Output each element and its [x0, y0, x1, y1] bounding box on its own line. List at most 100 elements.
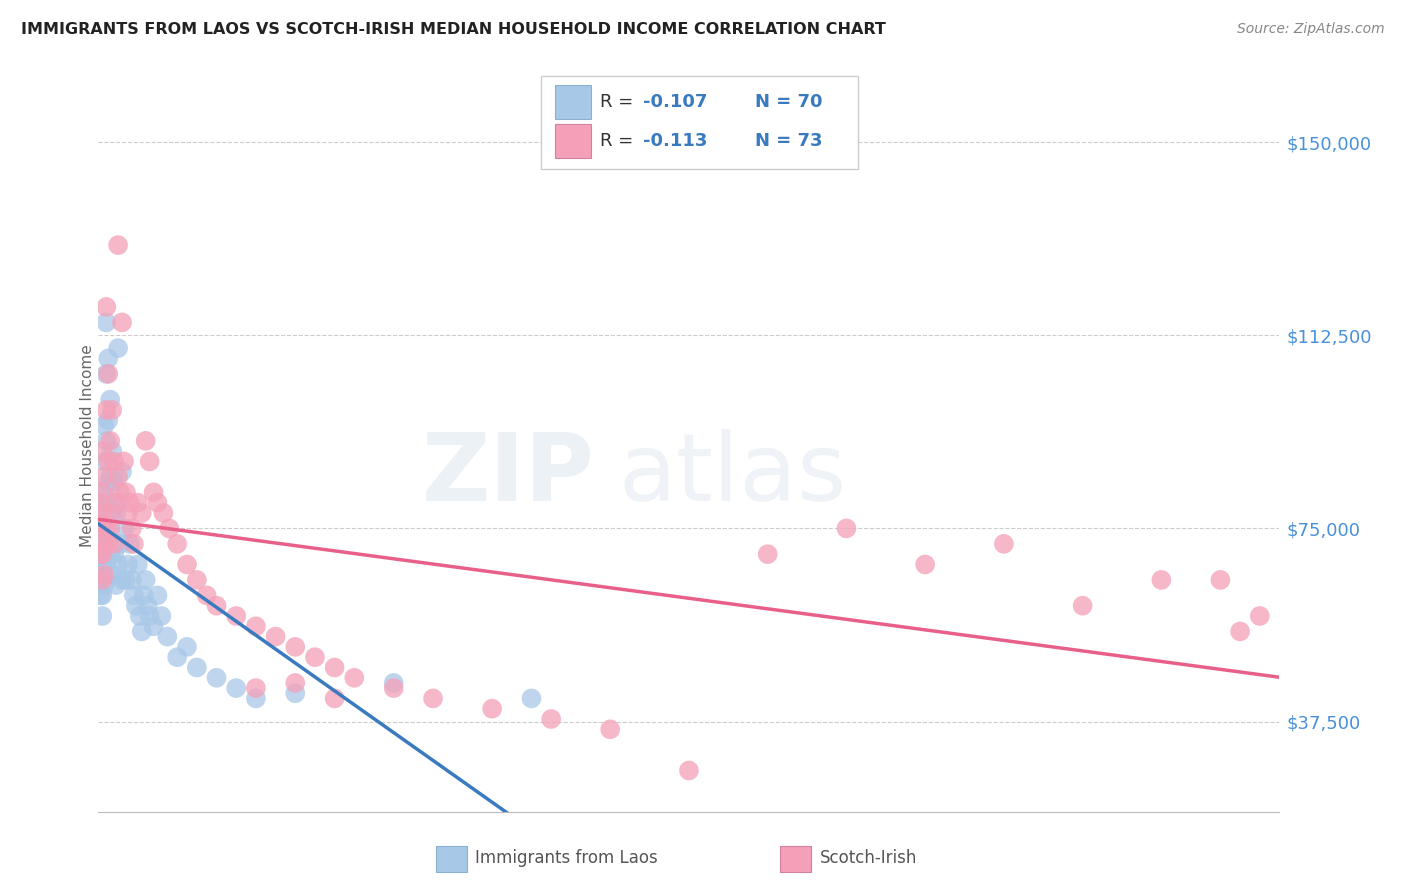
- Point: [96, 403, 118, 417]
- Point: [284, 686, 307, 700]
- Point: [756, 547, 779, 561]
- Point: [91, 526, 114, 541]
- Point: [205, 599, 228, 613]
- Point: [107, 341, 129, 355]
- Point: [245, 691, 267, 706]
- Point: [131, 506, 153, 520]
- Point: [107, 470, 129, 484]
- Point: [136, 599, 159, 613]
- Point: [993, 537, 1015, 551]
- Point: [96, 496, 118, 510]
- Point: [101, 506, 124, 520]
- Point: [138, 609, 160, 624]
- Point: [152, 506, 174, 520]
- Point: [103, 475, 125, 489]
- Point: [422, 691, 444, 706]
- Point: [101, 403, 124, 417]
- Point: [89, 547, 111, 561]
- Point: [481, 702, 503, 716]
- Point: [89, 573, 111, 587]
- Point: [98, 470, 121, 484]
- Point: [112, 521, 135, 535]
- Point: [132, 588, 155, 602]
- Text: atlas: atlas: [619, 429, 846, 521]
- Point: [166, 537, 188, 551]
- Point: [245, 681, 267, 695]
- Point: [97, 537, 120, 551]
- Point: [91, 547, 114, 561]
- Point: [176, 640, 198, 654]
- Point: [382, 676, 405, 690]
- Point: [98, 547, 121, 561]
- Point: [101, 506, 124, 520]
- Point: [93, 537, 115, 551]
- Point: [96, 300, 118, 314]
- Point: [89, 558, 111, 572]
- Point: [103, 537, 125, 551]
- Point: [91, 573, 114, 587]
- Text: R =: R =: [600, 93, 640, 111]
- Point: [93, 567, 115, 582]
- Point: [117, 506, 139, 520]
- Point: [343, 671, 366, 685]
- Point: [205, 671, 228, 685]
- Text: Immigrants from Laos: Immigrants from Laos: [475, 849, 658, 867]
- Text: N = 73: N = 73: [755, 132, 823, 150]
- Point: [97, 475, 120, 489]
- Text: IMMIGRANTS FROM LAOS VS SCOTCH-IRISH MEDIAN HOUSEHOLD INCOME CORRELATION CHART: IMMIGRANTS FROM LAOS VS SCOTCH-IRISH MED…: [21, 22, 886, 37]
- Point: [117, 558, 139, 572]
- Point: [98, 392, 121, 407]
- Point: [98, 434, 121, 448]
- Point: [225, 681, 247, 695]
- Point: [97, 537, 120, 551]
- Point: [157, 521, 180, 535]
- Point: [122, 588, 145, 602]
- Point: [264, 630, 287, 644]
- Point: [1229, 624, 1251, 639]
- Point: [107, 558, 129, 572]
- Point: [323, 660, 346, 674]
- Point: [115, 485, 138, 500]
- Point: [105, 506, 128, 520]
- Point: [105, 496, 128, 510]
- Point: [118, 496, 141, 510]
- Point: [91, 485, 114, 500]
- Point: [97, 367, 120, 381]
- Point: [93, 578, 115, 592]
- Point: [146, 588, 169, 602]
- Point: [105, 578, 128, 592]
- Y-axis label: Median Household Income: Median Household Income: [80, 344, 94, 548]
- Point: [97, 351, 120, 366]
- Point: [127, 558, 149, 572]
- Point: [93, 516, 115, 531]
- Point: [112, 454, 135, 468]
- Point: [599, 723, 621, 737]
- Point: [135, 434, 157, 448]
- Point: [89, 588, 111, 602]
- Point: [245, 619, 267, 633]
- Point: [914, 558, 936, 572]
- Point: [835, 521, 858, 535]
- Point: [111, 315, 134, 329]
- Point: [111, 573, 134, 587]
- Point: [138, 454, 160, 468]
- Point: [122, 537, 145, 551]
- Point: [142, 619, 165, 633]
- Point: [150, 609, 173, 624]
- Point: [118, 537, 141, 551]
- Point: [176, 558, 198, 572]
- Point: [96, 558, 118, 572]
- Point: [89, 496, 111, 510]
- Point: [1150, 573, 1173, 587]
- Point: [142, 485, 165, 500]
- Point: [121, 573, 143, 587]
- Point: [98, 521, 121, 535]
- Point: [156, 630, 179, 644]
- Point: [93, 506, 115, 520]
- Point: [540, 712, 562, 726]
- Point: [186, 573, 208, 587]
- Point: [186, 660, 208, 674]
- Point: [93, 454, 115, 468]
- Text: N = 70: N = 70: [755, 93, 823, 111]
- Point: [89, 537, 111, 551]
